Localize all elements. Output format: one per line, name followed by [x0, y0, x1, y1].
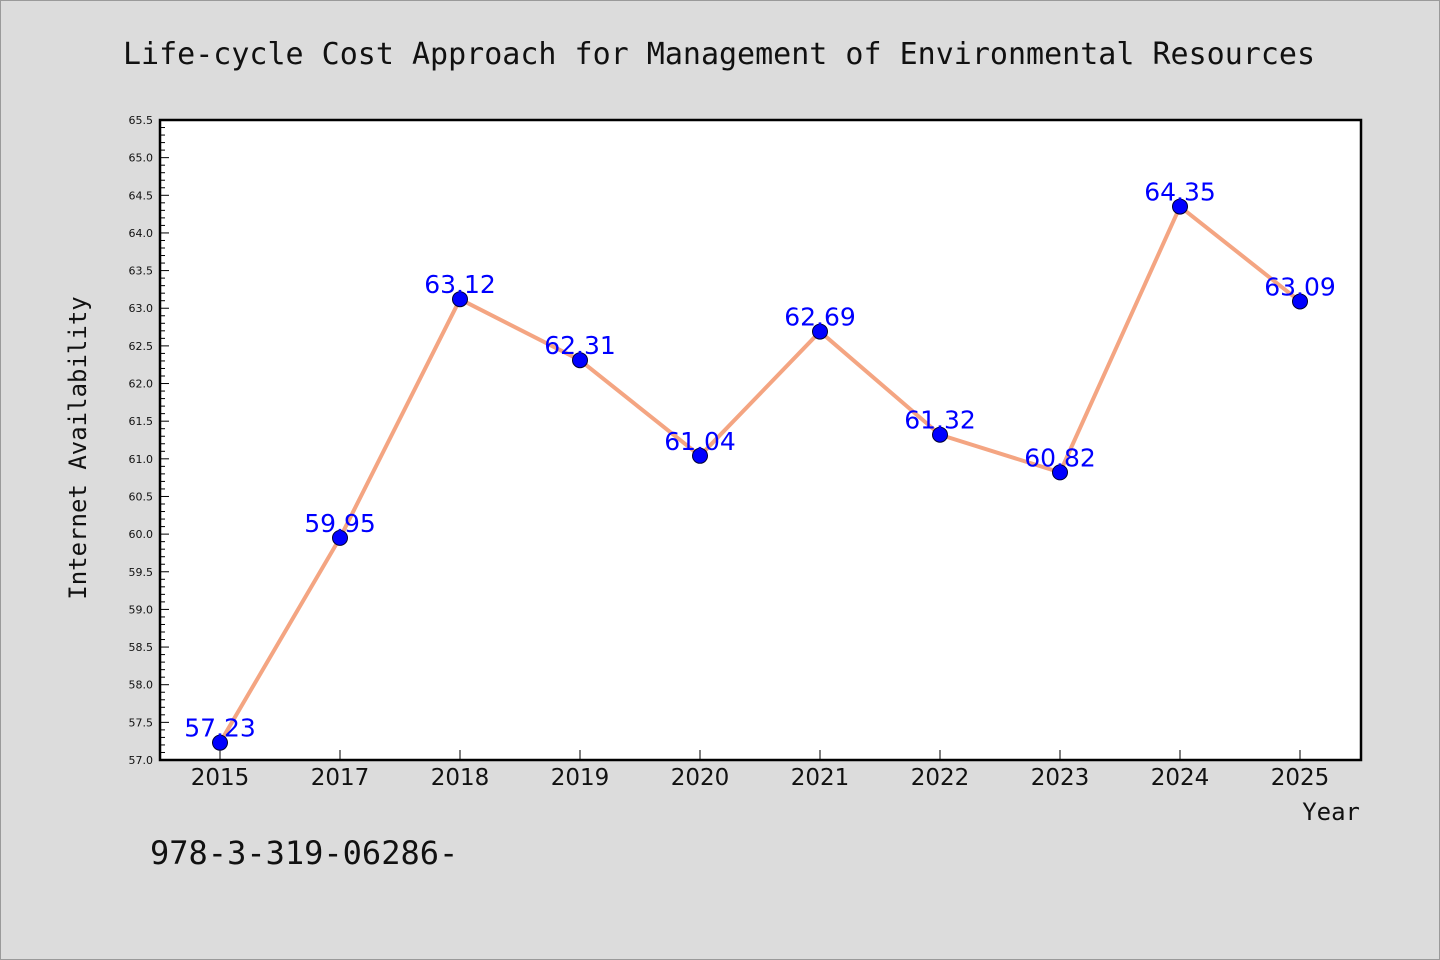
y-tick-label: 60.0: [129, 528, 154, 541]
x-tick-label: 2025: [1271, 765, 1330, 791]
y-tick-label: 58.0: [129, 679, 154, 692]
y-tick-label: 63.0: [129, 302, 154, 315]
data-point: [1172, 198, 1188, 215]
y-tick-label: 61.5: [129, 415, 154, 428]
chart-title: Life-cycle Cost Approach for Management …: [123, 37, 1315, 72]
data-labels: 57.23 59.95 63.12 62.31 61.04 62.69 61.32 60.82…: [184, 178, 1336, 743]
data-label: 63.09: [1264, 272, 1336, 301]
y-tick-label: 59.5: [129, 566, 154, 579]
x-tick-label: 2015: [191, 765, 250, 791]
y-tick-label: 62.0: [129, 378, 154, 391]
y-axis-label: Internet Availability: [64, 296, 92, 599]
y-tick-label: 59.0: [129, 603, 154, 616]
data-points: [212, 198, 1308, 751]
data-label: 62.69: [784, 303, 856, 332]
x-tick-label: 2019: [551, 765, 610, 791]
footer-isbn-text: 978-3-319-06286-: [150, 834, 458, 872]
data-point: [212, 734, 228, 751]
x-tick-label: 2018: [431, 765, 490, 791]
x-tick-label: 2022: [911, 765, 970, 791]
data-point: [932, 426, 948, 443]
y-tick-label: 65.5: [129, 114, 154, 127]
series-line-group: [218, 204, 1302, 745]
data-label: 59.95: [304, 509, 376, 538]
series-line: [218, 204, 1302, 745]
y-tick-label: 57.5: [129, 716, 154, 729]
y-tick-label: 64.5: [129, 189, 154, 202]
y-tick-label: 64.0: [129, 227, 154, 240]
data-point: [1052, 464, 1068, 481]
data-point: [1292, 293, 1308, 310]
data-label: 61.04: [664, 427, 736, 456]
data-label: 63.12: [424, 270, 496, 299]
data-label: 61.32: [904, 406, 976, 435]
x-tick-label: 2023: [1031, 765, 1090, 791]
x-tick-label: 2020: [671, 765, 730, 791]
x-tick-label: 2024: [1151, 765, 1210, 791]
data-point: [692, 447, 708, 464]
y-tick-label: 60.5: [129, 490, 154, 503]
data-label: 64.35: [1144, 178, 1216, 207]
x-axis-label: Year: [1302, 798, 1360, 826]
data-point: [572, 352, 588, 369]
y-tick-label: 63.5: [129, 265, 154, 278]
plot-area: [158, 118, 1363, 762]
y-tick-label: 58.5: [129, 641, 154, 654]
data-point: [332, 529, 348, 546]
y-tick-label: 62.5: [129, 340, 154, 353]
x-axis: 2015 2017 2018 2019 2020 2021 2022 2023 2024 2025: [191, 750, 1330, 791]
data-label: 60.82: [1024, 443, 1096, 472]
data-point: [812, 323, 828, 340]
data-point: [452, 291, 468, 308]
x-tick-label: 2021: [791, 765, 850, 791]
y-tick-label: 65.0: [129, 152, 154, 165]
data-label: 57.23: [184, 714, 256, 743]
data-label: 62.31: [544, 331, 616, 360]
y-tick-label: 61.0: [129, 453, 154, 466]
y-tick-label: 57.0: [129, 754, 154, 767]
y-axis: 57.0 57.5 58.0 58.5 59.0 59.5 60.0 60.5 61.0 61.5…: [129, 114, 169, 767]
x-tick-label: 2017: [311, 765, 370, 791]
